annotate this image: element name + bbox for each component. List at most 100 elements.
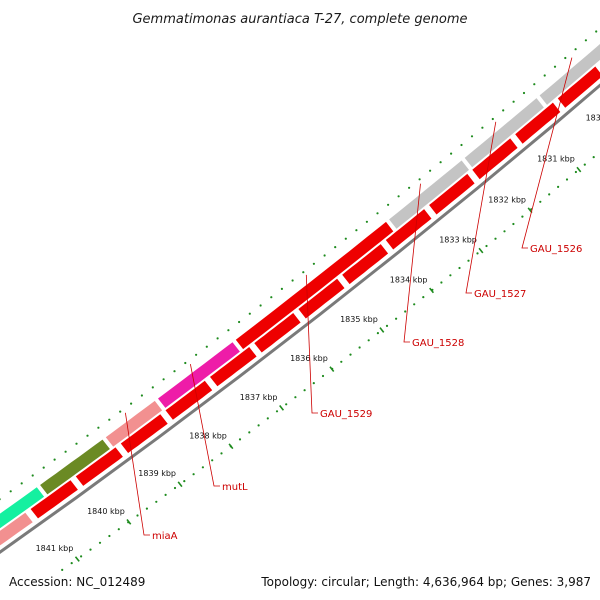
inner-ruler-dot	[31, 474, 34, 477]
reverse-gene[interactable]	[389, 160, 469, 229]
outer-ruler	[61, 156, 595, 572]
reverse-gene[interactable]	[158, 342, 240, 408]
inner-ruler-dot	[270, 296, 273, 299]
inner-ruler-dot	[119, 410, 122, 413]
reverse-gene[interactable]	[464, 98, 544, 168]
ruler-dot	[521, 215, 524, 218]
inner-ruler-dot	[312, 262, 315, 265]
forward-gene[interactable]	[385, 209, 432, 250]
ruler-dot	[476, 252, 479, 255]
ruler-dot	[211, 459, 214, 462]
reverse-gene[interactable]	[539, 32, 600, 105]
inner-ruler-dot	[205, 345, 208, 348]
inner-ruler-dot	[584, 39, 588, 42]
kbp-label: 1834 kbp	[390, 276, 428, 285]
forward-gene[interactable]	[30, 480, 78, 519]
inner-ruler-dot	[522, 91, 526, 95]
forward-gene[interactable]	[0, 512, 33, 551]
inner-ruler-dot	[397, 195, 400, 198]
forward-gene[interactable]	[515, 102, 561, 144]
inner-ruler-dot	[140, 394, 143, 397]
ruler-dot	[539, 200, 542, 203]
inner-ruler-dot	[130, 402, 133, 405]
ruler-dot	[592, 156, 595, 159]
gene-label[interactable]: GAU_1529	[320, 409, 372, 420]
ruler-dot	[80, 555, 83, 558]
gene-label[interactable]: GAU_1527	[474, 289, 526, 300]
inner-ruler-dot	[334, 246, 337, 249]
ruler-dot	[266, 417, 269, 420]
gene-label[interactable]: mutL	[222, 482, 248, 493]
topology-text: Topology: circular; Length: 4,636,964 bp…	[260, 575, 591, 589]
inner-ruler-dot	[75, 442, 78, 445]
inner-ruler-dot	[248, 312, 251, 315]
kbp-tick	[576, 166, 582, 173]
forward-gene[interactable]	[165, 380, 213, 420]
ruler-dot	[183, 480, 186, 483]
inner-ruler-dot	[365, 220, 368, 223]
ruler-dot	[467, 259, 470, 262]
forward-gene[interactable]	[75, 447, 123, 486]
kbp-label: 1830 kbp	[586, 114, 600, 123]
ruler-dot	[238, 438, 242, 441]
forward-gene[interactable]	[472, 138, 518, 180]
forward-gene[interactable]	[298, 278, 345, 319]
inner-ruler-dot	[418, 178, 421, 181]
forward-gene[interactable]	[254, 313, 301, 353]
kbp-tick	[429, 287, 435, 294]
gene-label[interactable]: GAU_1528	[412, 338, 464, 349]
ruler-dot	[485, 244, 488, 248]
reverse-gene[interactable]	[105, 400, 163, 447]
ruler-dot	[458, 266, 461, 270]
kbp-label: 1831 kbp	[537, 155, 575, 164]
ruler-dot	[548, 193, 551, 196]
inner-ruler-dot	[564, 56, 567, 60]
inner-ruler-dot	[470, 135, 474, 138]
kbp-label: 1835 kbp	[340, 315, 378, 324]
reverse-gene[interactable]	[235, 221, 394, 350]
inner-ruler-dot	[355, 229, 358, 232]
ruler-dot	[257, 424, 260, 427]
ruler-dot	[565, 178, 569, 181]
inner-ruler-dot	[9, 490, 12, 493]
ruler-dot	[61, 568, 64, 572]
gene-label[interactable]: GAU_1526	[530, 244, 582, 255]
inner-ruler-dot	[227, 329, 230, 332]
inner-ruler-dot	[64, 450, 67, 453]
reverse-gene[interactable]	[40, 439, 110, 495]
gene-leader-line	[521, 57, 573, 249]
inner-ruler	[0, 30, 598, 501]
inner-ruler-dot	[0, 498, 1, 501]
ruler-dot	[275, 410, 279, 413]
ruler-dot	[422, 296, 425, 299]
ruler-dot	[440, 281, 443, 284]
map-title: Gemmatimonas aurantiaca T-27, complete g…	[132, 12, 467, 27]
ruler-dot	[108, 534, 111, 538]
reverse-gene[interactable]	[0, 487, 45, 541]
inner-ruler-dot	[259, 304, 262, 307]
accession-text: Accession: NC_012489	[9, 575, 145, 589]
ruler-dot	[117, 528, 120, 531]
ruler-dot	[70, 562, 73, 565]
inner-ruler-dot	[291, 279, 294, 282]
gene-leader-line	[403, 183, 421, 343]
forward-gene[interactable]	[429, 173, 475, 215]
ruler-dot	[145, 507, 148, 510]
inner-ruler-dot	[491, 117, 494, 121]
forward-gene[interactable]	[342, 244, 389, 285]
inner-ruler-dot	[450, 152, 453, 155]
forward-gene[interactable]	[557, 66, 600, 108]
inner-ruler-dot	[481, 126, 484, 129]
forward-gene[interactable]	[210, 347, 257, 387]
ruler-dot	[503, 230, 506, 233]
kbp-label: 1833 kbp	[439, 236, 477, 245]
ruler-dot	[395, 317, 398, 320]
inner-ruler-dot	[108, 418, 111, 421]
gene-label[interactable]: miaA	[152, 531, 178, 542]
inner-ruler-dot	[533, 83, 536, 86]
forward-gene[interactable]	[120, 414, 168, 453]
inner-ruler-dot	[162, 378, 165, 381]
ruler-dot	[220, 452, 223, 455]
ruler-dot	[413, 303, 416, 306]
